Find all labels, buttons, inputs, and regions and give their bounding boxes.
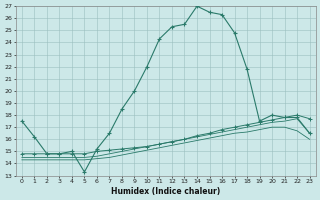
X-axis label: Humidex (Indice chaleur): Humidex (Indice chaleur): [111, 187, 220, 196]
